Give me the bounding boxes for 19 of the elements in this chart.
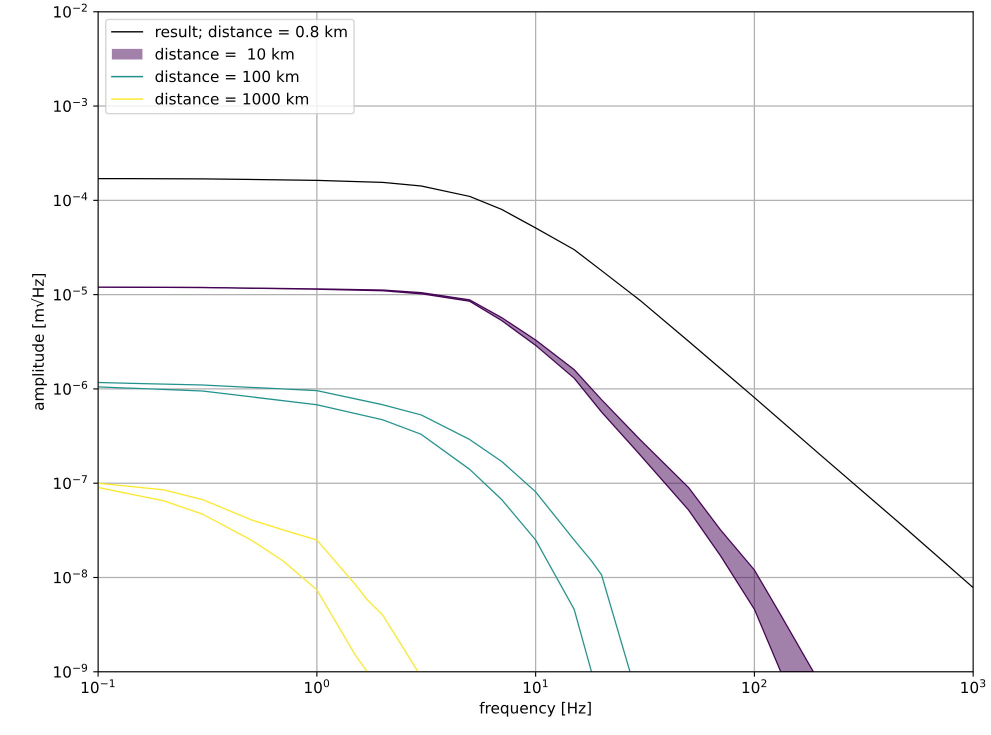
x-tick-label: 10$^{3}$ [961, 679, 986, 694]
y-tick-label: 10$^{−5}$ [54, 286, 87, 301]
y-tick-label: 10$^{−3}$ [54, 98, 87, 112]
y-tick-label: 10$^{−2}$ [54, 4, 87, 18]
x-tick-label: 10$^{2}$ [742, 679, 766, 694]
legend-label: result; distance = 0.8 km [156, 26, 347, 39]
y-tick-label: 10$^{−8}$ [54, 569, 88, 584]
y-tick-label: 10$^{−4}$ [54, 192, 88, 206]
y-tick-label: 10$^{−7}$ [54, 475, 87, 490]
legend-label: distance = 100 km [155, 70, 298, 82]
y-tick-label: 10$^{−6}$ [54, 380, 88, 395]
x-tick-label: 10$^{−1}$ [82, 679, 115, 694]
y-tick-label: 10$^{−9}$ [54, 664, 88, 678]
x-tick-label: 10$^{1}$ [524, 679, 548, 694]
legend-label: distance = 1000 km [155, 92, 308, 105]
legend-label: distance = 10 km [155, 48, 294, 60]
y-axis-title: amplitude [m√Hz] [31, 274, 47, 410]
x-axis-title: frequency [Hz] [480, 702, 591, 717]
x-tick-label: 10$^{0}$ [305, 679, 330, 694]
